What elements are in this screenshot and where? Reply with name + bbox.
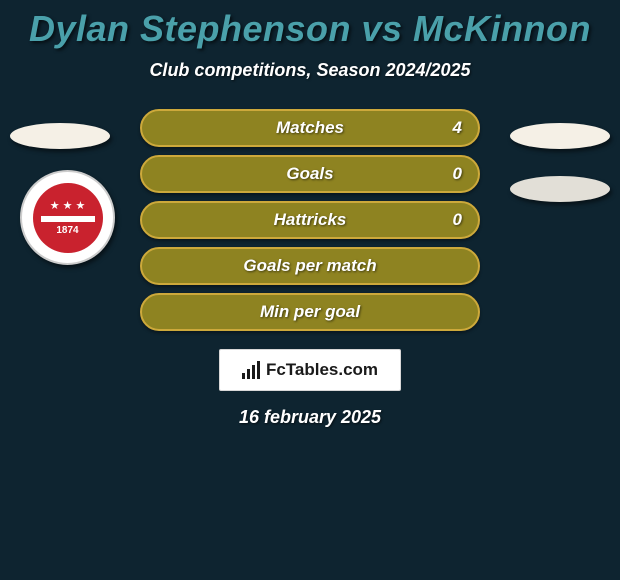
- stat-label: Goals: [286, 164, 333, 184]
- stat-row-hattricks: Hattricks 0: [140, 201, 480, 239]
- page-title: Dylan Stephenson vs McKinnon: [0, 8, 620, 50]
- star-icon: ★: [63, 199, 73, 212]
- stat-label: Goals per match: [243, 256, 376, 276]
- stat-label: Min per goal: [260, 302, 360, 322]
- club-badge: ★ ★ ★ 1874: [20, 170, 115, 265]
- stat-label: Matches: [276, 118, 344, 138]
- player-right-placeholder-2: [510, 176, 610, 202]
- brand-box-wrap: FcTables.com: [0, 349, 620, 391]
- stat-row-goals-per-match: Goals per match: [140, 247, 480, 285]
- brand-text: FcTables.com: [266, 360, 378, 380]
- stat-value: 4: [453, 118, 462, 138]
- stat-value: 0: [453, 210, 462, 230]
- stat-value: 0: [453, 164, 462, 184]
- star-icon: ★: [50, 199, 60, 212]
- bar-chart-icon: [242, 361, 260, 379]
- season-subtitle: Club competitions, Season 2024/2025: [0, 60, 620, 81]
- brand-box[interactable]: FcTables.com: [219, 349, 401, 391]
- stat-row-goals: Goals 0: [140, 155, 480, 193]
- stat-row-min-per-goal: Min per goal: [140, 293, 480, 331]
- player-left-placeholder: [10, 123, 110, 149]
- stat-row-matches: Matches 4: [140, 109, 480, 147]
- badge-outer-ring: ★ ★ ★ 1874: [20, 170, 115, 265]
- badge-stripe: [41, 216, 95, 222]
- player-right-placeholder-1: [510, 123, 610, 149]
- stat-label: Hattricks: [274, 210, 347, 230]
- badge-stars: ★ ★ ★: [50, 199, 86, 212]
- star-icon: ★: [75, 199, 85, 212]
- badge-year: 1874: [56, 225, 78, 236]
- badge-inner: ★ ★ ★ 1874: [33, 183, 103, 253]
- date-label: 16 february 2025: [0, 407, 620, 428]
